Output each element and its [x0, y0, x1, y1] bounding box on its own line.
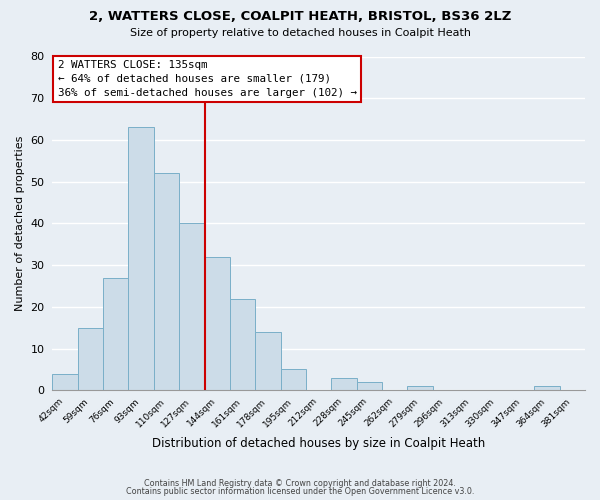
Bar: [128, 128, 154, 390]
Bar: [205, 257, 230, 390]
Bar: [52, 374, 77, 390]
Bar: [357, 382, 382, 390]
Bar: [534, 386, 560, 390]
Text: Contains public sector information licensed under the Open Government Licence v3: Contains public sector information licen…: [126, 487, 474, 496]
Bar: [77, 328, 103, 390]
Text: 2, WATTERS CLOSE, COALPIT HEATH, BRISTOL, BS36 2LZ: 2, WATTERS CLOSE, COALPIT HEATH, BRISTOL…: [89, 10, 511, 23]
Bar: [103, 278, 128, 390]
Bar: [331, 378, 357, 390]
Bar: [407, 386, 433, 390]
Text: Contains HM Land Registry data © Crown copyright and database right 2024.: Contains HM Land Registry data © Crown c…: [144, 478, 456, 488]
Bar: [255, 332, 281, 390]
Bar: [281, 370, 306, 390]
Y-axis label: Number of detached properties: Number of detached properties: [15, 136, 25, 311]
Text: Size of property relative to detached houses in Coalpit Heath: Size of property relative to detached ho…: [130, 28, 470, 38]
Bar: [179, 224, 205, 390]
X-axis label: Distribution of detached houses by size in Coalpit Heath: Distribution of detached houses by size …: [152, 437, 485, 450]
Text: 2 WATTERS CLOSE: 135sqm
← 64% of detached houses are smaller (179)
36% of semi-d: 2 WATTERS CLOSE: 135sqm ← 64% of detache…: [58, 60, 356, 98]
Bar: [230, 298, 255, 390]
Bar: [154, 174, 179, 390]
